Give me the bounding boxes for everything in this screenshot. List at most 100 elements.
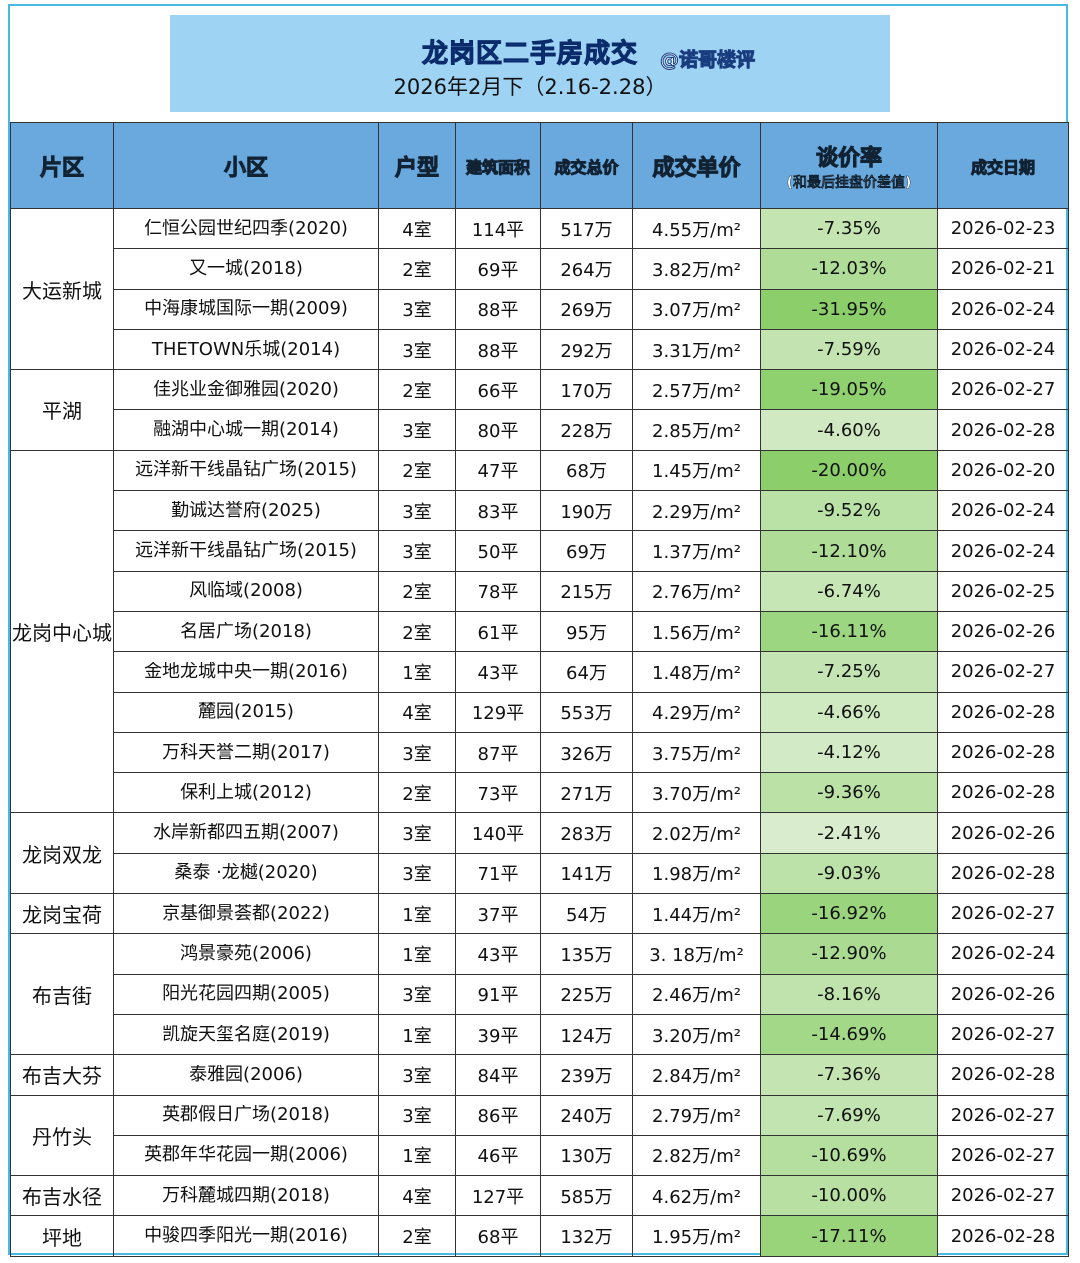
district: 坪地 <box>42 1225 82 1250</box>
cell: 3室 <box>378 530 456 572</box>
cell: 2.76万/m² <box>632 570 761 612</box>
cell: 47平 <box>455 449 541 492</box>
cell: 585万 <box>540 1175 633 1217</box>
cell: 66平 <box>455 369 541 411</box>
cell: 英郡假日广场(2018) <box>113 1094 379 1136</box>
header-text: 小区 <box>223 155 268 181</box>
cell: 88平 <box>455 328 541 371</box>
data-row: 金地龙城中央一期(2016) 1室 43平 64万 1.48万/m² -7.25% 2026… <box>11 651 1069 693</box>
cell: -7.25% <box>760 651 938 693</box>
cell: 凯旋天玺名庭(2019) <box>113 1013 379 1056</box>
cell: 2026-02-28 <box>937 772 1069 814</box>
cell: 勤诚达誉府(2025) <box>113 490 379 532</box>
header-note: (和最后挂盘价差值) <box>786 174 912 191</box>
cell: 保利上城(2012) <box>113 772 379 814</box>
cell: 3室 <box>378 328 456 371</box>
cell: 3.75万/m² <box>632 731 761 774</box>
cell: 2.85万/m² <box>632 409 761 451</box>
cell: 2026-02-28 <box>937 691 1069 733</box>
header-text: 谈价率 <box>815 145 882 171</box>
community-name: 鸿景豪苑(2006) <box>180 943 312 964</box>
cell: 61平 <box>455 610 541 653</box>
community-name: 勤诚达誉府(2025) <box>171 500 321 521</box>
cell: -9.52% <box>760 490 938 532</box>
district: 丹竹头 <box>32 1124 92 1149</box>
cell: 4.55万/m² <box>632 207 761 250</box>
cell: 124万 <box>540 1013 633 1056</box>
cell: 3.70万/m² <box>632 772 761 814</box>
cell: 中骏四季阳光一期(2016) <box>113 1215 379 1257</box>
cell: 1室 <box>378 1013 456 1056</box>
cell: 2026-02-28 <box>937 852 1069 895</box>
cell: 225万 <box>540 973 633 1015</box>
district: 龙岗中心城 <box>12 621 112 646</box>
cell: 1室 <box>378 933 456 975</box>
cell: 135万 <box>540 933 633 975</box>
cell: 3室 <box>378 409 456 451</box>
cell: 140平 <box>455 812 541 854</box>
cell: 2026-02-27 <box>937 1094 1069 1136</box>
community-name: 又一城(2018) <box>189 258 303 279</box>
cell: 2室 <box>378 1215 456 1257</box>
cell: 3.20万/m² <box>632 1013 761 1056</box>
district-cell: 布吉大芬 <box>10 1054 114 1096</box>
data-row: 龙岗双龙 水岸新都四五期(2007) 3室 140平 283万 2.02万/m² -2.41… <box>10 812 1069 895</box>
data-row: 远洋新干线晶钻广场(2015) 3室 50平 69万 1.37万/m² -12.10% 20… <box>11 530 1069 572</box>
cell: 517万 <box>540 207 633 250</box>
community-name: 远洋新干线晶钻广场(2015) <box>135 460 357 481</box>
cell: 1.45万/m² <box>632 449 761 492</box>
district-cell: 坪地 <box>10 1215 114 1257</box>
cell: 2.79万/m² <box>632 1094 761 1136</box>
cell: 2室 <box>378 449 456 492</box>
column-header: 户型 <box>378 122 456 209</box>
community-name: 万科麓城四期(2018) <box>162 1185 330 1206</box>
cell: 264万 <box>540 248 633 290</box>
community-name: 京基御景荟都(2022) <box>162 903 330 924</box>
cell: 3室 <box>378 288 456 330</box>
cell: -16.92% <box>760 893 938 935</box>
cell: 54万 <box>540 893 633 935</box>
data-row: 桑泰 ·龙樾(2020) 3室 71平 141万 1.98万/m² -9.03% 2026-… <box>11 852 1069 895</box>
cell: 69万 <box>540 530 633 572</box>
community-name: 万科天誉二期(2017) <box>162 742 330 763</box>
cell: 39平 <box>455 1013 541 1056</box>
cell: 风临域(2008) <box>113 570 379 612</box>
cell: 2026-02-26 <box>937 812 1069 854</box>
deal-table: 片区 小区 户型 建筑面积 成交总价 成交单价 谈价率 (和最后挂盘价差值) 成交日期 大运新城… <box>10 122 1069 1257</box>
cell: 86平 <box>455 1094 541 1136</box>
column-header: 建筑面积 <box>455 122 541 209</box>
cell: 68平 <box>455 1215 541 1257</box>
data-row: 名居广场(2018) 2室 61平 95万 1.56万/m² -16.11% 2026-02… <box>11 610 1069 653</box>
data-row: 布吉水径 万科麓城四期(2018) 4室 127平 585万 4.62万/m² -10.00… <box>10 1175 1069 1217</box>
cell: 金地龙城中央一期(2016) <box>113 651 379 693</box>
community-name: 名居广场(2018) <box>180 621 312 642</box>
cell: 2026-02-21 <box>937 248 1069 290</box>
cell: -12.10% <box>760 530 938 572</box>
cell: 又一城(2018) <box>113 248 379 290</box>
data-row: 风临域(2008) 2室 78平 215万 2.76万/m² -6.74% 2026-02-… <box>11 570 1069 612</box>
header-text: 成交总价 <box>554 157 619 177</box>
data-row: 平湖 佳兆业金御雅园(2020) 2室 66平 170万 2.57万/m² -19.05% 2… <box>10 369 1069 451</box>
cell: 2.29万/m² <box>632 490 761 532</box>
district: 大运新城 <box>22 278 102 303</box>
cell: 1.37万/m² <box>632 530 761 572</box>
cell: 69平 <box>455 248 541 290</box>
district-cell: 龙岗中心城 <box>10 449 114 814</box>
cell: 2室 <box>378 610 456 653</box>
cell: 130万 <box>540 1134 633 1177</box>
cell: 269万 <box>540 288 633 330</box>
data-row: 勤诚达誉府(2025) 3室 83平 190万 2.29万/m² -9.52% 2026-0… <box>11 490 1069 532</box>
data-row: 凯旋天玺名庭(2019) 1室 39平 124万 3.20万/m² -14.69% 2026… <box>11 1013 1069 1056</box>
cell: 95万 <box>540 610 633 653</box>
community-name: 英郡年华花园一期(2006) <box>144 1145 348 1166</box>
cell: 万科麓城四期(2018) <box>113 1175 379 1217</box>
data-row: 龙岗宝荷 京基御景荟都(2022) 1室 37平 54万 1.44万/m² -16.92% 2… <box>10 893 1069 935</box>
cell: -6.74% <box>760 570 938 612</box>
cell: -9.03% <box>760 852 938 895</box>
cell: 73平 <box>455 772 541 814</box>
cell: 141万 <box>540 852 633 895</box>
cell: 2室 <box>378 369 456 411</box>
data-row: 大运新城 仁恒公园世纪四季(2020) 4室 114平 517万 4.55万/m² -7.3… <box>10 207 1069 371</box>
cell: 228万 <box>540 409 633 451</box>
